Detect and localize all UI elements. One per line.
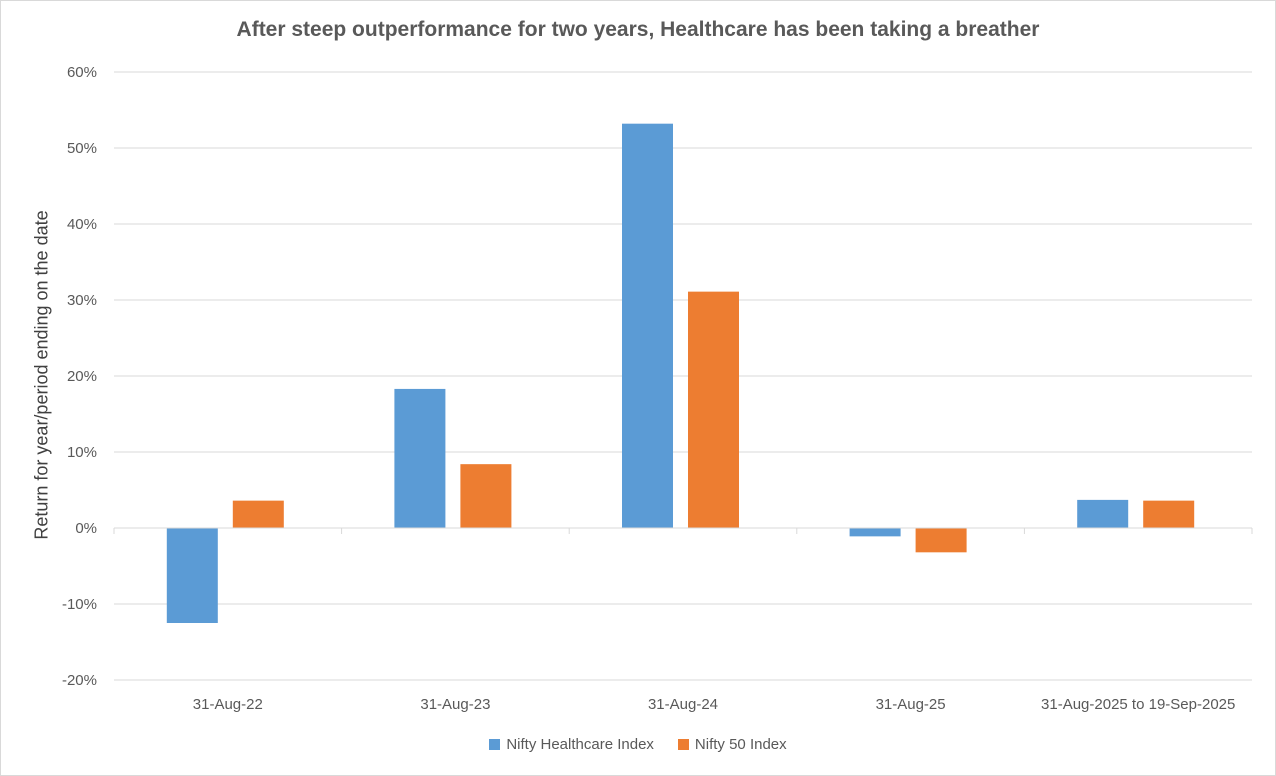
- x-tick-label: 31-Aug-24: [648, 696, 718, 713]
- legend-label-nifty50: Nifty 50 Index: [694, 736, 787, 753]
- bar-healthcare: [166, 528, 218, 623]
- x-tick-label: 31-Aug-22: [193, 696, 263, 713]
- legend-item-healthcare: Nifty Healthcare Index: [489, 736, 654, 753]
- x-tick-label: 31-Aug-25: [876, 696, 946, 713]
- legend-swatch-nifty50: [677, 739, 689, 750]
- legend-item-nifty50: Nifty 50 Index: [677, 736, 787, 753]
- y-tick-label: 60%: [67, 64, 97, 81]
- y-tick-label: -20%: [62, 672, 97, 689]
- bar-nifty50: [688, 291, 739, 528]
- y-tick-label: 30%: [67, 292, 97, 309]
- y-tick-label: 0%: [75, 520, 97, 537]
- y-tick-label: -10%: [62, 596, 97, 613]
- y-tick-label: 20%: [67, 368, 97, 385]
- legend: Nifty Healthcare Index Nifty 50 Index: [0, 736, 1276, 753]
- legend-swatch-healthcare: [489, 739, 501, 750]
- bar-nifty50: [232, 500, 284, 528]
- y-tick-label: 50%: [67, 140, 97, 157]
- x-tick-label: 31-Aug-23: [420, 696, 490, 713]
- bar-nifty50: [460, 464, 512, 528]
- bar-nifty50: [915, 528, 967, 553]
- chart-title: After steep outperformance for two years…: [236, 18, 1040, 41]
- y-tick-label: 40%: [67, 216, 97, 233]
- bar-nifty50: [1143, 500, 1195, 528]
- bar-healthcare: [394, 388, 446, 528]
- y-tick-label: 10%: [67, 444, 97, 461]
- x-tick-label: 31-Aug-2025 to 19-Sep-2025: [1041, 696, 1235, 713]
- bar-healthcare: [1077, 499, 1129, 528]
- bar-healthcare: [622, 123, 673, 529]
- legend-label-healthcare: Nifty Healthcare Index: [506, 736, 654, 753]
- bar-healthcare: [849, 528, 901, 537]
